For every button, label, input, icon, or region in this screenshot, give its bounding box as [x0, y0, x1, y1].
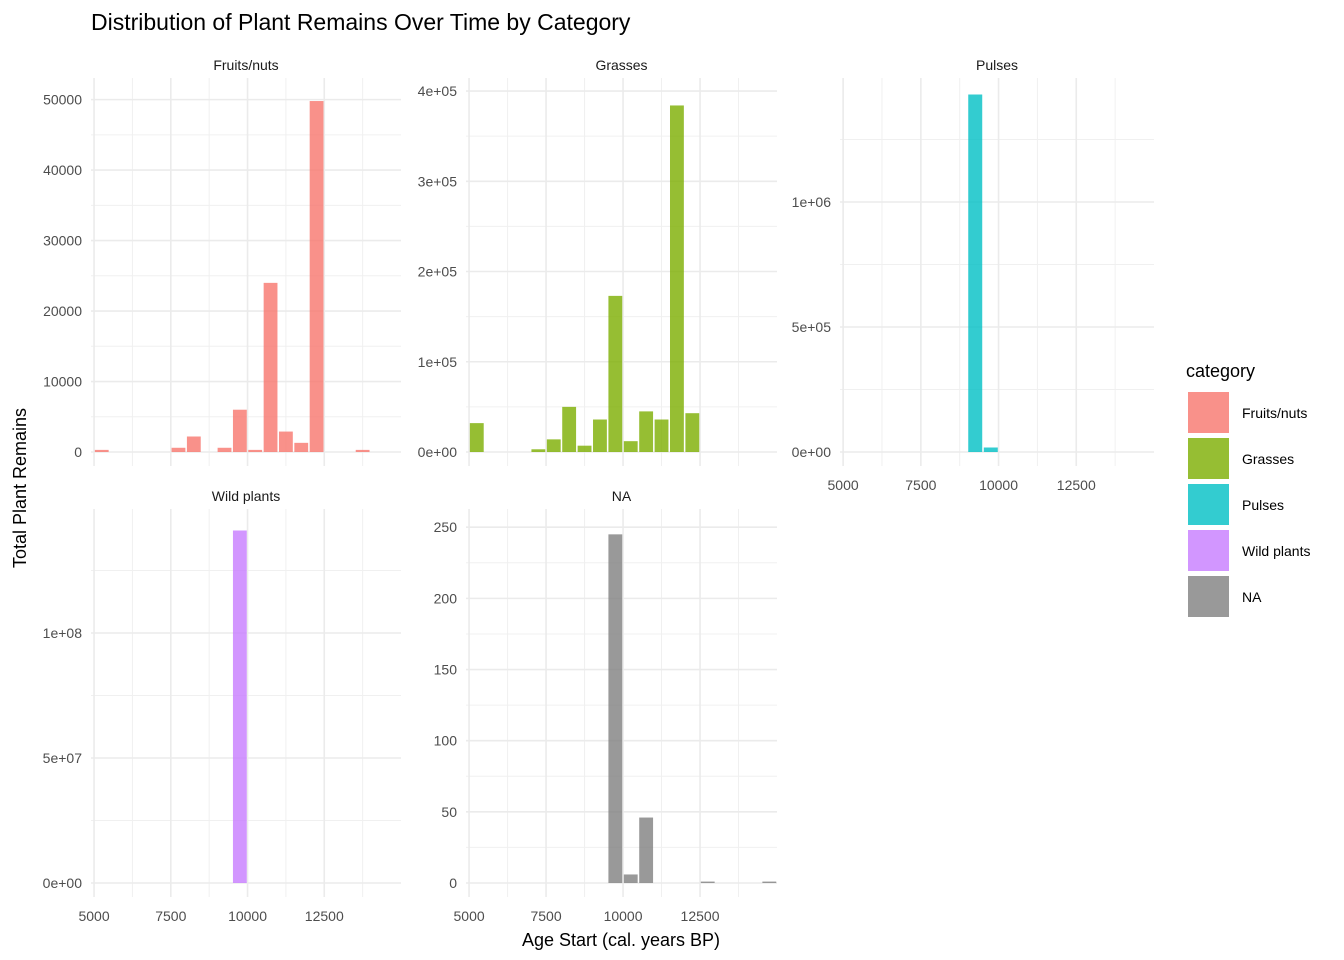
facet-strip-title: NA — [612, 488, 632, 504]
bar — [639, 817, 654, 883]
bar — [248, 449, 263, 452]
legend-label: Fruits/nuts — [1242, 405, 1307, 421]
x-tick-label: 10000 — [979, 477, 1018, 493]
y-tick-label: 20000 — [43, 303, 82, 319]
facet-panel-grasses: 0e+00 1e+05 2e+05 3e+05 4e+05 Grasses — [418, 57, 777, 466]
facet-strip-title: Fruits/nuts — [213, 57, 278, 73]
x-tick-label: 7500 — [155, 908, 186, 924]
y-tick-label: 0 — [74, 444, 82, 460]
bar — [278, 431, 293, 452]
bar — [531, 449, 546, 452]
bar — [593, 419, 607, 452]
chart-title: Distribution of Plant Remains Over Time … — [91, 9, 631, 35]
y-tick-label: 50000 — [43, 92, 82, 108]
bar — [577, 445, 592, 452]
bar — [232, 530, 247, 883]
bar — [639, 411, 654, 452]
x-tick-label: 10000 — [228, 908, 267, 924]
y-tick-label: 150 — [434, 662, 458, 678]
bar — [94, 449, 109, 452]
bar — [700, 881, 715, 883]
x-tick-label: 12500 — [681, 908, 720, 924]
bar — [762, 881, 777, 883]
bar — [685, 413, 700, 452]
y-tick-label: 0e+00 — [43, 875, 83, 891]
y-tick-label: 100 — [434, 733, 458, 749]
y-tick-label: 4e+05 — [418, 83, 458, 99]
legend-key — [1188, 392, 1229, 433]
facet-strip-title: Pulses — [976, 57, 1018, 73]
legend-key — [1188, 530, 1229, 571]
legend-key — [1188, 438, 1229, 479]
y-tick-label: 0e+00 — [418, 444, 458, 460]
bar — [608, 295, 623, 452]
x-tick-label: 5000 — [828, 477, 859, 493]
bar — [217, 447, 232, 452]
y-tick-label: 1e+08 — [43, 625, 83, 641]
bar — [608, 534, 623, 883]
y-tick-label: 10000 — [43, 374, 82, 390]
bar — [294, 442, 309, 452]
x-tick-label: 12500 — [1057, 477, 1096, 493]
bar — [983, 447, 998, 452]
bar — [623, 441, 638, 452]
y-tick-label: 0e+00 — [792, 444, 832, 460]
bar — [968, 94, 983, 452]
y-axis-title: Total Plant Remains — [10, 408, 30, 568]
bar — [171, 447, 186, 452]
legend-label: Wild plants — [1242, 543, 1310, 559]
bar — [623, 874, 638, 883]
x-axis-title: Age Start (cal. years BP) — [522, 930, 720, 950]
bar — [546, 439, 561, 452]
y-tick-label: 5e+05 — [792, 319, 832, 335]
legend: category Fruits/nuts Grasses Pulses Wild pl… — [1186, 361, 1310, 617]
bar — [355, 449, 370, 452]
y-tick-label: 5e+07 — [43, 750, 83, 766]
bar — [232, 409, 247, 452]
bar — [263, 282, 278, 452]
y-tick-label: 40000 — [43, 162, 82, 178]
legend-key — [1188, 576, 1229, 617]
facet-panel-na: 0 50 100 150 200 250 5000 7500 10000 12500 NA — [434, 488, 777, 924]
y-tick-label: 1e+05 — [418, 354, 458, 370]
facet-panel-pulses: 0e+00 5e+05 1e+06 5000 7500 10000 12500 Pulses — [792, 57, 1154, 493]
bar — [469, 423, 484, 452]
x-tick-label: 10000 — [604, 908, 643, 924]
facet-panels: 01000020000300004000050000Fruits/nuts0e+… — [43, 57, 1154, 924]
y-tick-label: 200 — [434, 590, 458, 606]
x-tick-label: 7500 — [530, 908, 561, 924]
facet-strip-title: Grasses — [595, 57, 647, 73]
bar — [309, 101, 324, 453]
facet-panel-fruits-nuts: 0 10000 20000 30000 40000 50000 Fruits/nuts — [43, 57, 401, 466]
x-tick-label: 5000 — [454, 908, 485, 924]
y-tick-label: 0 — [449, 875, 457, 891]
y-tick-label: 30000 — [43, 233, 82, 249]
bar — [654, 419, 669, 452]
legend-label: Grasses — [1242, 451, 1294, 467]
bar — [186, 436, 201, 452]
bar — [562, 406, 577, 452]
legend-label: Pulses — [1242, 497, 1284, 513]
x-tick-label: 5000 — [78, 908, 109, 924]
y-tick-label: 250 — [434, 519, 458, 535]
y-tick-label: 2e+05 — [418, 264, 458, 280]
legend-key — [1188, 484, 1229, 525]
y-tick-label: 50 — [441, 804, 457, 820]
x-tick-label: 12500 — [305, 908, 344, 924]
facet-strip-title: Wild plants — [212, 488, 280, 504]
y-tick-label: 3e+05 — [418, 173, 458, 189]
x-tick-label: 7500 — [905, 477, 936, 493]
legend-label: NA — [1242, 589, 1262, 605]
facet-panel-wild-plants: 0e+00 5e+07 1e+08 5000 7500 10000 12500 Wild pl… — [43, 488, 401, 924]
legend-title: category — [1186, 361, 1255, 381]
y-tick-label: 1e+06 — [792, 194, 832, 210]
bar — [669, 105, 684, 453]
